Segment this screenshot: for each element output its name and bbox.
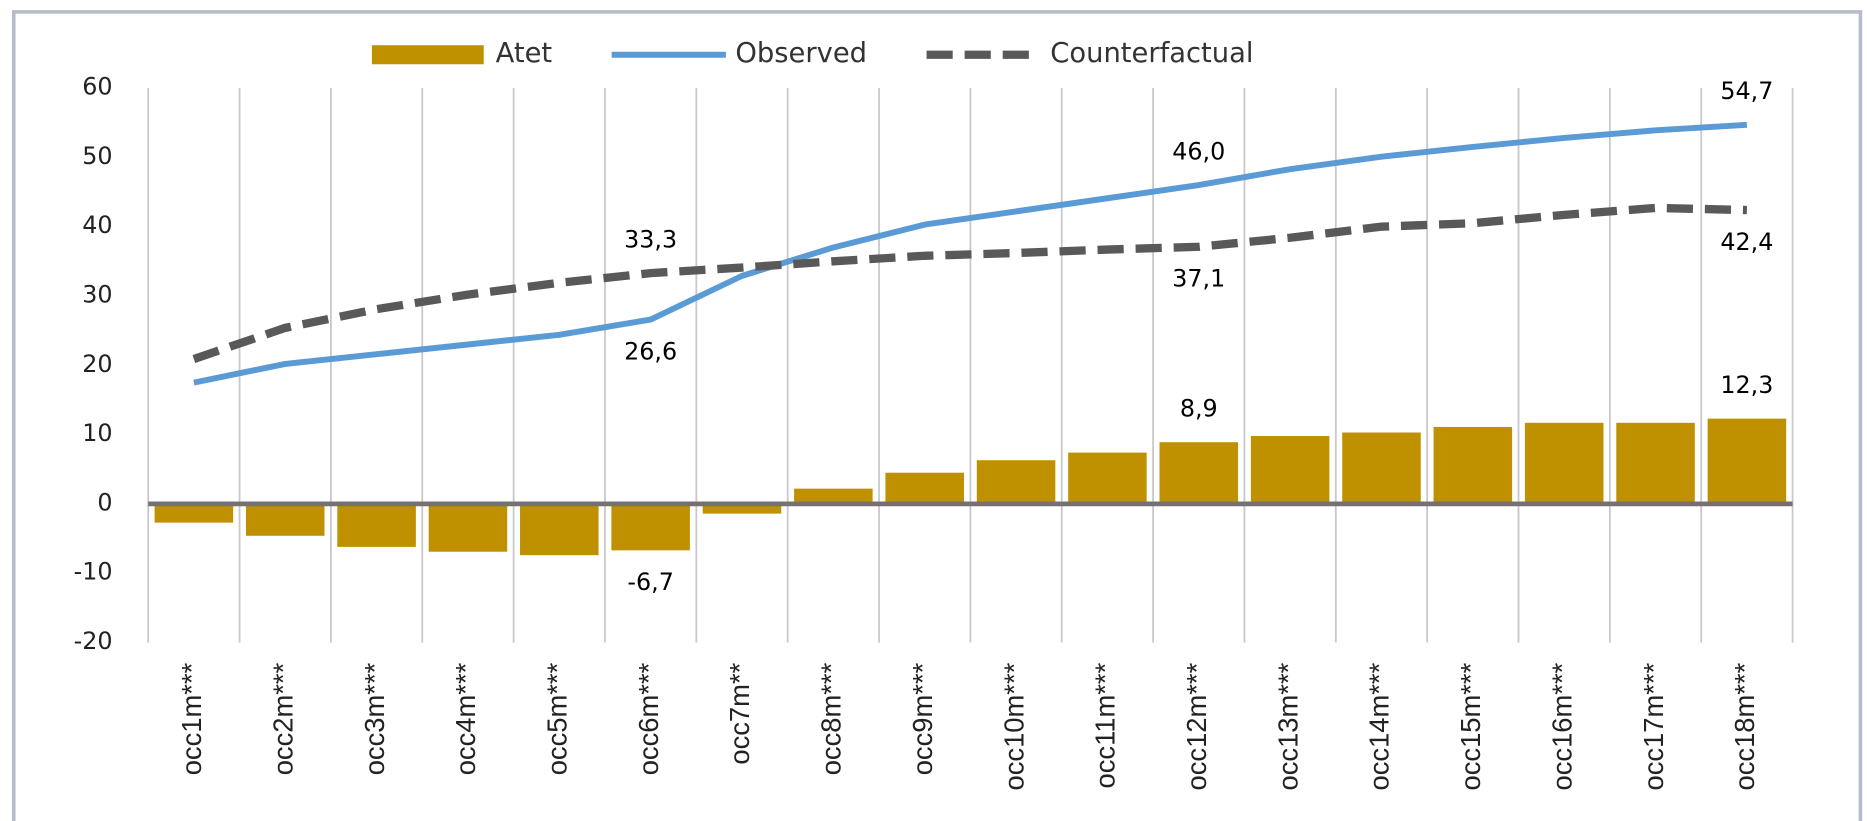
bar [520,503,599,556]
x-tick-label: occ12m*** [1181,662,1212,790]
y-tick-label: -10 [74,558,113,586]
x-tick-label: occ9m*** [907,662,938,775]
data-label: 26,6 [624,337,677,365]
chart-frame [11,10,1863,821]
data-label: 54,7 [1720,77,1773,105]
legend-label: Atet [496,38,553,69]
bar [1433,426,1513,504]
x-tick-label: occ6m*** [633,662,664,775]
bar [976,460,1056,504]
y-tick-label: 0 [97,488,112,516]
x-tick-label: occ7m** [724,662,755,764]
bar [1342,432,1421,504]
bar [794,488,873,504]
x-tick-label: occ4m*** [450,662,481,775]
x-tick-label: occ13m*** [1272,662,1303,790]
line [192,203,1747,363]
data-label: 46,0 [1172,137,1225,165]
x-tick-label: occ11m*** [1090,662,1121,788]
y-tick-label: 20 [82,350,112,378]
bar [885,472,964,504]
data-label: 33,3 [624,225,677,253]
x-tick-label: occ17m*** [1638,662,1669,790]
y-tick-label: 30 [82,280,112,308]
x-tick-label: occ5m*** [542,662,573,775]
y-tick-label: 40 [82,211,112,239]
bar [1159,442,1239,504]
bar [245,503,325,536]
bar [1068,452,1147,504]
data-label: 37,1 [1172,265,1225,293]
bar [337,503,416,547]
bar [1616,422,1695,504]
bar [1707,418,1787,504]
bar [154,503,234,523]
data-label: 8,9 [1180,395,1218,423]
x-tick-label: occ8m*** [816,662,847,775]
y-tick-label: -20 [74,627,113,655]
x-tick-label: occ10m*** [998,662,1029,790]
line [193,121,1748,386]
x-tick-label: occ2m*** [267,662,298,775]
data-label: 12,3 [1720,371,1773,399]
x-tick-label: occ14m*** [1364,662,1395,790]
y-tick-label: 60 [82,73,112,101]
x-tick-label: occ1m*** [176,662,207,775]
x-tick-label: occ15m*** [1455,662,1486,790]
bar [1250,435,1330,504]
bar [611,503,690,551]
y-tick-label: 50 [82,142,112,170]
bar [702,503,782,514]
x-tick-label: occ3m*** [359,662,390,775]
legend-label: Observed [735,38,867,69]
x-tick-label: occ16m*** [1546,662,1577,790]
y-tick-label: 10 [82,419,112,447]
bar [428,503,508,552]
x-tick-label: occ18m*** [1729,662,1760,790]
legend-swatch [371,45,484,65]
data-label: 42,4 [1720,228,1773,256]
bar [1524,422,1604,504]
legend-label: Counterfactual [1050,38,1253,69]
data-label: -6,7 [627,568,673,596]
